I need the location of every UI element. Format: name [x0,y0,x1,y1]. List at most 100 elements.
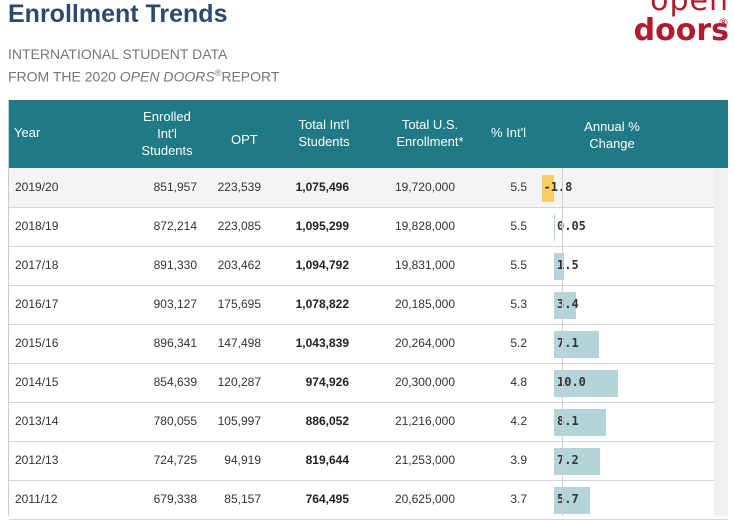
cell-year: 2017/18 [15,258,59,272]
cell-total: 1,095,299 [295,219,349,233]
table-row: 2014/15 854,639 120,287 974,926 20,300,000 4.… [9,363,728,403]
change-label: 7.1 [557,336,579,350]
cell-enrolled: 724,725 [153,453,197,467]
enrollment-table: Year Enrolled Int'l Students OPT Total I… [8,100,728,520]
col-annual-l2: Change [589,136,635,151]
col-enrolled-l3: Students [141,143,193,158]
cell-enrolled: 679,338 [153,492,197,506]
col-enrolled: Enrolled Int'l Students [137,108,197,159]
cell-enrolled: 896,341 [153,336,197,350]
change-bar [554,331,600,358]
cell-pct: 5.5 [510,180,527,194]
change-bar [554,448,601,475]
cell-enrolled: 780,055 [153,414,197,428]
table-row: 2016/17 903,127 175,695 1,078,822 20,185,000… [9,285,728,325]
table-header: Year Enrolled Int'l Students OPT Total I… [9,100,728,168]
cell-pct: 5.3 [510,297,527,311]
cell-enrolled: 851,957 [153,180,197,194]
col-annual: Annual % Change [567,118,657,152]
cell-year: 2018/19 [15,219,59,233]
cell-opt: 223,085 [217,219,261,233]
cell-year: 2013/14 [15,414,59,428]
change-label: 8.1 [557,414,579,428]
vertical-scrollbar[interactable] [714,168,728,516]
cell-year: 2019/20 [15,180,59,194]
subtitle-pre: FROM THE 2020 [8,68,120,85]
cell-opt: 120,287 [217,375,261,389]
change-bar [554,292,576,319]
table-row: 2019/20 851,957 223,539 1,075,496 19,720,000… [9,168,728,208]
cell-total: 1,078,822 [295,297,349,311]
cell-opt: 85,157 [224,492,261,506]
change-label: 5.7 [557,492,579,506]
change-label: 10.0 [557,375,586,389]
cell-pct: 3.9 [510,453,527,467]
change-bar [554,253,564,280]
cell-enrolled: 903,127 [153,297,197,311]
logo-registered-mark: ® [718,16,729,29]
cell-enrolled: 854,639 [153,375,197,389]
subtitle-line-2: FROM THE 2020 OPEN DOORS®REPORT [8,64,279,87]
cell-year: 2014/15 [15,375,59,389]
cell-us: 21,216,000 [394,414,455,428]
table-row: 2018/19 872,214 223,085 1,095,299 19,828,000… [9,207,728,247]
col-us: Total U.S. Enrollment* [385,116,475,150]
cell-pct: 5.5 [510,258,527,272]
change-bar [542,175,554,202]
col-total-l1: Total Int'l [298,117,350,132]
cell-opt: 147,498 [217,336,261,350]
cell-opt: 175,695 [217,297,261,311]
table-body: 2019/20 851,957 223,539 1,075,496 19,720,000… [9,168,728,520]
cell-us: 19,831,000 [394,258,455,272]
cell-us: 20,300,000 [394,375,455,389]
change-bar [554,487,591,514]
subtitle-reg: ® [214,68,222,78]
cell-pct: 5.5 [510,219,527,233]
logo-line-2: doors [633,13,729,48]
col-annual-l1: Annual % [584,119,640,134]
change-label: -1.8 [543,180,573,194]
subtitle-italic: OPEN DOORS [119,68,215,85]
cell-us: 21,253,000 [394,453,455,467]
change-label: 7.2 [557,453,579,467]
col-enrolled-l1: Enrolled [143,109,191,124]
change-bar [554,370,618,397]
cell-total: 1,094,792 [295,258,349,272]
cell-opt: 105,997 [217,414,261,428]
col-us-l2: Enrollment* [396,134,464,149]
cell-pct: 5.2 [510,336,527,350]
cell-enrolled: 891,330 [153,258,197,272]
open-doors-logo: open doors ® [634,0,729,46]
cell-enrolled: 872,214 [153,219,197,233]
col-opt: OPT [231,132,258,147]
table-row: 2011/12 679,338 85,157 764,495 20,625,000 3.7… [9,480,728,520]
cell-us: 19,828,000 [394,219,455,233]
cell-total: 1,075,496 [295,180,349,194]
cell-year: 2011/12 [15,492,58,506]
page-title: Enrollment Trends [8,0,228,28]
subtitle-post: REPORT [221,68,280,85]
cell-pct: 4.2 [510,414,527,428]
cell-us: 20,185,000 [394,297,455,311]
cell-total: 886,052 [305,414,349,428]
table-row: 2013/14 780,055 105,997 886,052 21,216,000 4.… [9,402,728,442]
report-subtitle: INTERNATIONAL STUDENT DATA FROM THE 2020… [8,45,279,87]
change-label: 0.05 [557,219,586,233]
table-row: 2015/16 896,341 147,498 1,043,839 20,264,000… [9,324,728,364]
cell-total: 819,644 [305,453,349,467]
subtitle-line-1: INTERNATIONAL STUDENT DATA [8,46,228,62]
cell-total: 1,043,839 [295,336,349,350]
cell-year: 2012/13 [15,453,59,467]
cell-opt: 203,462 [217,258,261,272]
table-row: 2012/13 724,725 94,919 819,644 21,253,000 3.9… [9,441,728,481]
table-row: 2017/18 891,330 203,462 1,094,792 19,831,000… [9,246,728,286]
cell-us: 20,264,000 [394,336,455,350]
cell-total: 764,495 [305,492,349,506]
change-axis-line [562,168,563,516]
col-pct: % Int'l [491,125,526,140]
cell-year: 2016/17 [15,297,59,311]
row-highlight [9,168,714,207]
cell-pct: 3.7 [510,492,527,506]
cell-opt: 94,919 [224,453,261,467]
cell-total: 974,926 [305,375,349,389]
